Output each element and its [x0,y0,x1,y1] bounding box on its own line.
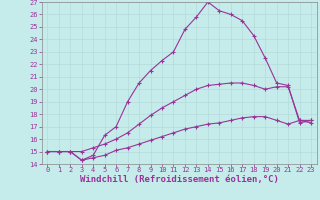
X-axis label: Windchill (Refroidissement éolien,°C): Windchill (Refroidissement éolien,°C) [80,175,279,184]
